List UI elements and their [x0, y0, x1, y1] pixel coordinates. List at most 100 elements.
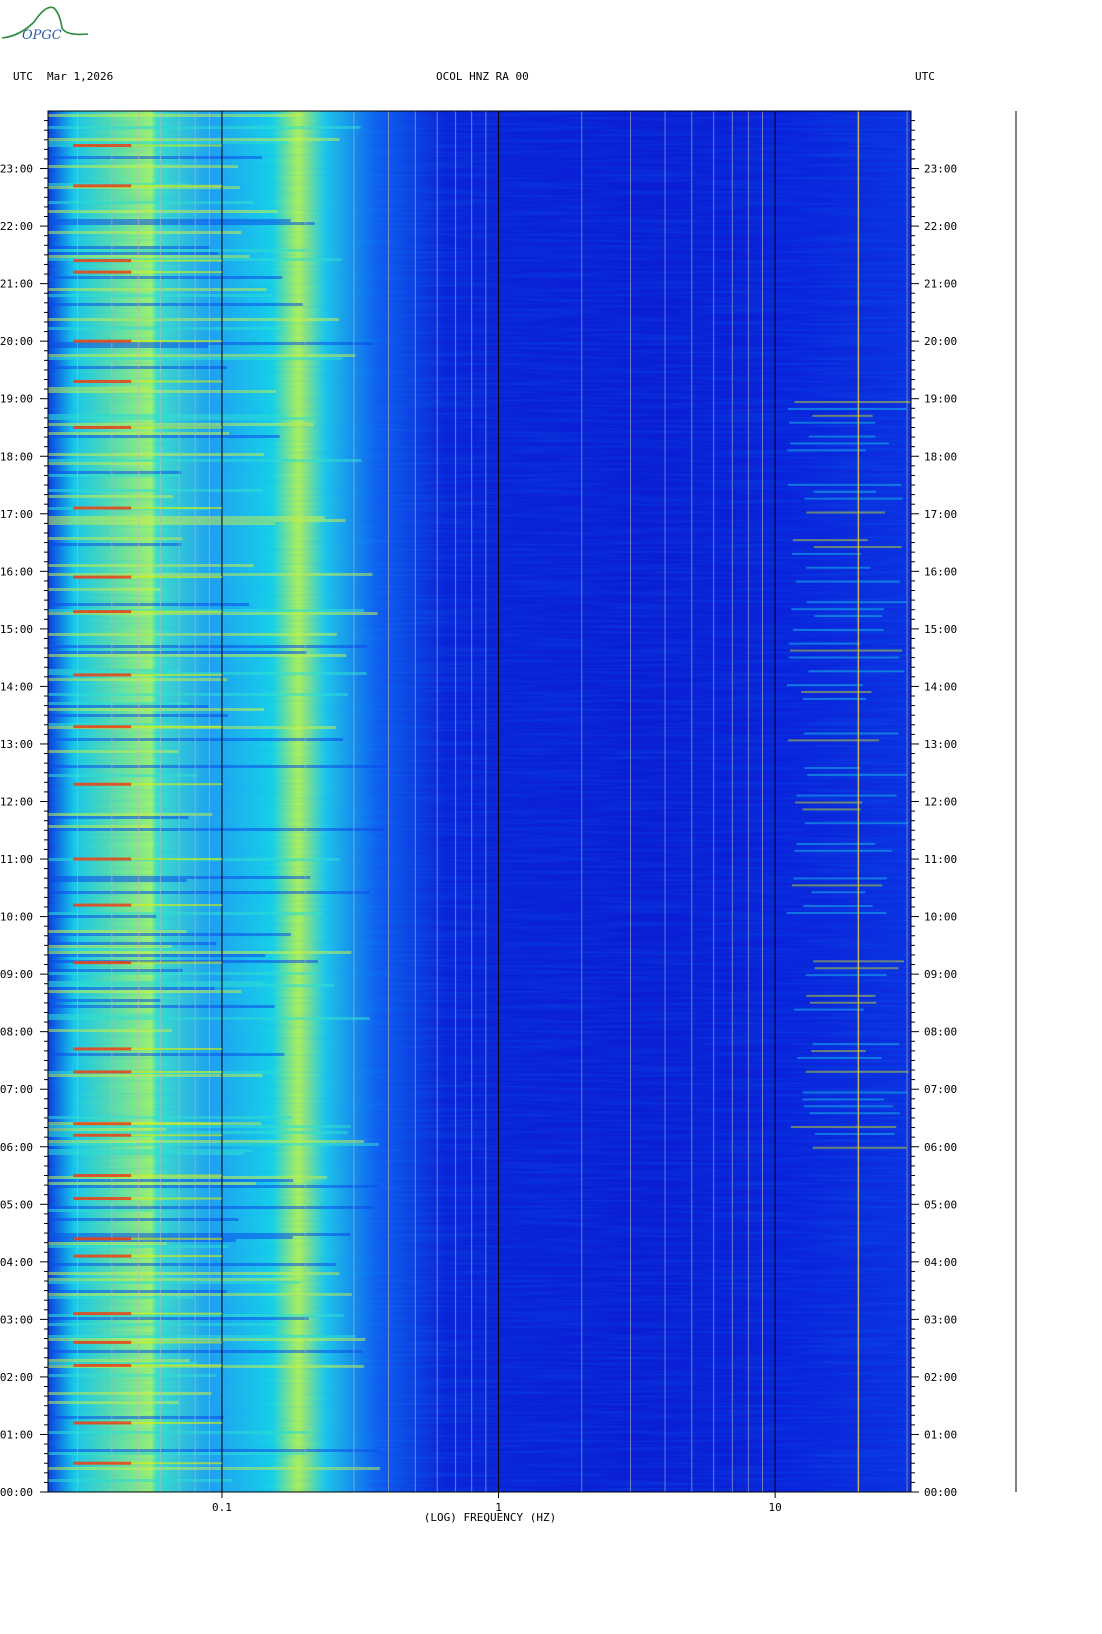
energy-band: [131, 1255, 222, 1258]
activity-band: [812, 1146, 907, 1149]
energy-band: [131, 380, 222, 383]
opgc-logo: OPGC: [1, 6, 89, 43]
activity-band: [801, 691, 872, 694]
x-tick-label: 1: [495, 1501, 502, 1514]
activity-band: [808, 670, 905, 673]
y-tick-label-left: 02:00: [0, 1371, 33, 1384]
activity-band: [804, 766, 861, 769]
y-tick-label-right: 15:00: [924, 623, 957, 636]
activity-band: [806, 994, 876, 997]
energy-band: [131, 1197, 222, 1200]
activity-band: [787, 449, 866, 452]
energy-band: [131, 259, 222, 262]
activity-band: [812, 1043, 900, 1046]
activity-band: [803, 732, 899, 735]
y-tick-label-left: 07:00: [0, 1083, 33, 1096]
activity-band: [788, 642, 860, 645]
energy-band: [131, 1070, 222, 1073]
energy-peak: [73, 961, 132, 965]
energy-peak: [73, 857, 132, 861]
activity-band: [793, 877, 887, 880]
activity-band: [806, 601, 907, 604]
energy-peak: [73, 1254, 132, 1258]
y-tick-label-right: 14:00: [924, 680, 957, 693]
energy-peak: [73, 1461, 132, 1465]
energy-band: [131, 1134, 222, 1137]
energy-peak: [73, 782, 132, 786]
y-tick-label-left: 00:00: [0, 1486, 33, 1499]
spectrogram-texture: [48, 111, 911, 1492]
y-tick-label-right: 02:00: [924, 1371, 957, 1384]
activity-band: [791, 884, 883, 887]
activity-band: [787, 483, 902, 486]
energy-band: [131, 426, 222, 429]
energy-peak: [73, 144, 132, 148]
y-tick-label-right: 10:00: [924, 911, 957, 924]
activity-band: [804, 497, 903, 500]
y-tick-label-left: 12:00: [0, 796, 33, 809]
y-tick-label-left: 08:00: [0, 1026, 33, 1039]
energy-peak: [73, 1340, 132, 1344]
y-tick-label-left: 11:00: [0, 853, 33, 866]
y-tick-label-left: 17:00: [0, 508, 33, 521]
y-tick-label-right: 09:00: [924, 968, 957, 981]
y-tick-label-right: 08:00: [924, 1026, 957, 1039]
y-tick-label-right: 04:00: [924, 1256, 957, 1269]
y-tick-label-right: 22:00: [924, 220, 957, 233]
energy-band: [131, 1341, 222, 1344]
activity-band: [787, 407, 907, 410]
logo-text: OPGC: [22, 28, 62, 43]
activity-band: [807, 773, 907, 776]
y-tick-label-left: 05:00: [0, 1198, 33, 1211]
energy-band: [131, 1312, 222, 1315]
x-tick-label: 10: [768, 1501, 781, 1514]
timezone-right: UTC: [915, 70, 935, 83]
y-tick-label-left: 20:00: [0, 335, 33, 348]
energy-peak: [73, 259, 132, 263]
activity-band: [792, 552, 862, 555]
y-tick-label-right: 07:00: [924, 1083, 957, 1096]
y-tick-label-left: 15:00: [0, 623, 33, 636]
activity-band: [808, 435, 876, 438]
y-tick-label-left: 22:00: [0, 220, 33, 233]
energy-peak: [73, 339, 132, 343]
activity-band: [795, 801, 863, 804]
y-tick-label-left: 23:00: [0, 163, 33, 176]
energy-peak: [73, 1363, 132, 1367]
energy-peak: [73, 270, 132, 274]
energy-band: [131, 340, 222, 343]
activity-band: [814, 615, 883, 618]
activity-band: [792, 539, 868, 542]
y-tick-label-right: 17:00: [924, 508, 957, 521]
y-tick-label-right: 01:00: [924, 1428, 957, 1441]
y-tick-label-left: 06:00: [0, 1141, 33, 1154]
activity-band: [786, 911, 887, 914]
activity-band: [788, 656, 900, 659]
energy-band: [131, 904, 222, 907]
activity-band: [796, 794, 897, 797]
timezone-left: UTC: [13, 70, 33, 83]
activity-band: [806, 566, 871, 569]
activity-band: [805, 1070, 909, 1073]
x-tick-label: 0.1: [212, 1501, 232, 1514]
energy-peak: [73, 1312, 132, 1316]
energy-peak: [73, 425, 132, 429]
activity-band: [802, 1098, 885, 1101]
energy-peak: [73, 903, 132, 907]
energy-band: [131, 1237, 222, 1240]
energy-band: [131, 576, 222, 579]
activity-band: [805, 974, 887, 977]
y-tick-label-left: 19:00: [0, 393, 33, 406]
activity-band: [804, 1105, 893, 1108]
y-tick-label-left: 01:00: [0, 1428, 33, 1441]
energy-peak: [73, 506, 132, 510]
y-tick-label-right: 12:00: [924, 796, 957, 809]
y-tick-label-right: 23:00: [924, 163, 957, 176]
energy-peak: [73, 610, 132, 614]
energy-peak: [73, 1421, 132, 1425]
y-tick-label-right: 00:00: [924, 1486, 957, 1499]
activity-band: [788, 739, 880, 742]
y-tick-label-left: 04:00: [0, 1256, 33, 1269]
activity-band: [797, 1056, 882, 1059]
